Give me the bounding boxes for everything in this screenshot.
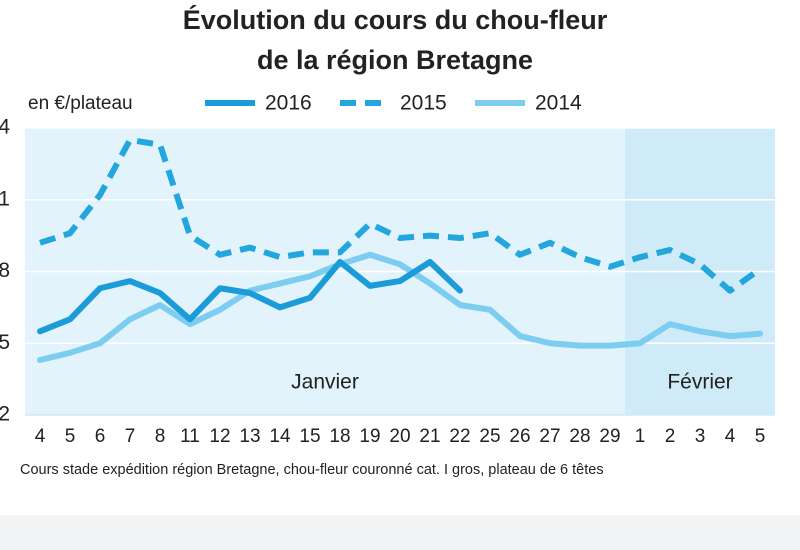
x-tick-label: 27 — [539, 426, 560, 447]
y-tick-label: 11 — [0, 187, 10, 210]
x-tick-label: 7 — [125, 426, 136, 447]
x-tick-label: 18 — [329, 426, 350, 447]
x-tick-label: 28 — [569, 426, 590, 447]
chart-title: de la région Bretagne — [257, 45, 533, 75]
x-tick-label: 20 — [389, 426, 410, 447]
x-tick-label: 4 — [35, 426, 46, 447]
legend-label: 2015 — [400, 92, 447, 115]
x-tick-label: 8 — [155, 426, 166, 447]
y-tick-label: 5 — [0, 331, 10, 354]
footnote: Cours stade expédition région Bretagne, … — [20, 462, 604, 478]
series-line — [39, 136, 762, 294]
y-tick-label: 14 — [0, 116, 10, 139]
plot-area: JanvierFévrier25811144567811121314151819… — [0, 116, 775, 447]
x-tick-label: 11 — [180, 426, 200, 447]
x-tick-label: 15 — [299, 426, 320, 447]
x-tick-label: 4 — [725, 426, 736, 447]
x-tick-label: 21 — [419, 426, 440, 447]
y-tick-label: 8 — [0, 259, 10, 282]
unit-label: en €/plateau — [28, 93, 133, 114]
x-tick-label: 19 — [359, 426, 380, 447]
x-tick-label: 12 — [209, 426, 230, 447]
x-tick-label: 3 — [695, 426, 706, 447]
legend-label: 2016 — [265, 92, 312, 115]
legend-label: 2014 — [535, 92, 582, 115]
x-tick-label: 13 — [239, 426, 260, 447]
period-label: Janvier — [291, 371, 359, 394]
series-line — [37, 251, 763, 363]
chart-title: Évolution du cours du chou-fleur — [183, 4, 608, 35]
x-tick-label: 6 — [95, 426, 106, 447]
x-tick-label: 22 — [449, 426, 470, 447]
x-tick-label: 5 — [65, 426, 76, 447]
x-tick-label: 29 — [599, 426, 620, 447]
series-line — [37, 258, 463, 335]
bottom-band — [0, 515, 800, 550]
period-label: Février — [667, 371, 732, 394]
x-tick-label: 1 — [635, 426, 646, 447]
x-tick-label: 26 — [509, 426, 530, 447]
x-tick-label: 14 — [269, 426, 291, 447]
x-tick-label: 25 — [479, 426, 500, 447]
y-tick-label: 2 — [0, 403, 10, 426]
x-tick-label: 2 — [665, 426, 676, 447]
x-tick-label: 5 — [755, 426, 766, 447]
